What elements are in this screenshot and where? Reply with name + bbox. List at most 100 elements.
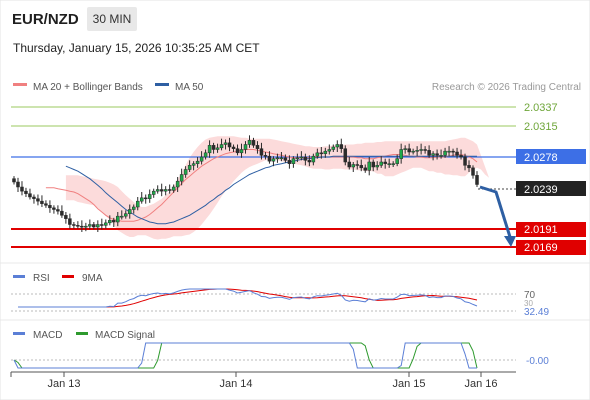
ma20-legend-label: MA 20 + Bollinger Bands [33,82,143,93]
rsi-legend-label: RSI [33,273,50,284]
candle-body [143,197,148,200]
rsi-ma-legend-swatch [62,275,74,278]
macd-signal-legend-label: MACD Signal [95,330,155,341]
candle-body [431,153,435,156]
candle-body [391,163,395,165]
candle-body [315,152,320,157]
candle-body [56,209,60,212]
candle-body [419,149,423,151]
candle-body [167,189,172,191]
candle-body [163,189,168,192]
candle-body [279,157,284,160]
candle-body [20,186,24,192]
bollinger-band-area [65,136,490,240]
candle-body [271,158,276,162]
candle-body [447,150,451,153]
candle-body [415,150,419,152]
candle-body [215,147,220,150]
candle-body [112,220,116,223]
candle-body [323,150,328,154]
candle-body [60,210,64,216]
macd-signal-line [13,342,478,369]
candle-body [351,164,356,168]
candle-body [467,165,471,169]
ma20-legend-swatch [13,83,27,86]
rsi-70-label: 70 [524,290,536,301]
candle-body [151,190,156,195]
candle-body [235,148,240,154]
candle-body [407,148,411,153]
candle-body [159,189,164,192]
chart-header: EUR/NZD 30 MIN [0,6,138,32]
x-tick-label: Jan 13 [47,378,80,390]
candle-body [355,164,360,166]
last-price-tag [516,181,586,196]
candle-body [347,161,352,168]
candle-body [247,140,252,145]
forecast-arrow [479,185,516,247]
macd-legend-label: MACD [33,330,62,341]
ma50-legend-swatch [155,83,169,86]
candle-body [44,203,48,206]
candle-body [275,157,280,160]
candle-body [84,225,88,228]
macd-signal-legend-swatch [76,332,88,335]
candle-body [307,160,312,163]
candle-body [120,215,124,218]
candle-body [331,146,336,150]
candle-body [379,161,383,166]
candle-body [343,148,348,163]
candle-body [363,167,367,171]
forecast-arrow-head [504,236,516,247]
candle-body [327,149,332,152]
rsi-legend-swatch [13,275,25,278]
resistance-1-label: 2.0315 [524,121,558,133]
candle-body [76,225,80,227]
ma50-line [65,155,477,225]
candle-body [16,181,20,188]
x-tick-label: Jan 16 [464,378,497,390]
candle-body [219,144,224,149]
candle-body [375,165,379,168]
candle-body [459,155,463,158]
candle-body [475,175,479,185]
support-1-tag [516,222,586,237]
candle-body [239,149,244,154]
candle-body [104,222,108,226]
pivot-tag [516,149,586,164]
rsi-30-label: 30 [524,299,533,308]
symbol-title: EUR/NZD [12,10,79,28]
candle-body [52,207,56,210]
candle-body [139,197,144,202]
candle-body [439,155,443,157]
candle-body [403,148,407,150]
candle-body [263,155,268,157]
candle-body [207,145,212,154]
rsi-value-label: 32.49 [524,307,549,318]
candle-body [291,158,296,164]
support-2-label: 2.0169 [524,242,558,254]
candle-body [367,161,371,171]
candle-body [243,144,248,150]
candle-body [259,148,264,156]
candle-body [191,163,196,166]
resistance-2-label: 2.0337 [524,102,558,114]
candle-body [175,180,180,188]
candle-body [187,165,192,170]
candle-body [199,156,204,162]
candle-body [455,151,459,156]
candle-body [443,150,447,156]
support-1-label: 2.0191 [524,224,558,236]
candle-body [211,145,216,150]
candle-body [451,150,455,153]
candle-body [179,174,184,182]
candle-body [48,205,52,209]
candle-body [359,165,363,169]
candle-body [155,189,160,192]
candle-body [223,142,228,145]
candle-body [255,145,260,149]
candle-body [32,196,36,199]
candle-body [116,215,120,223]
timeframe-badge[interactable]: 30 MIN [86,7,138,31]
